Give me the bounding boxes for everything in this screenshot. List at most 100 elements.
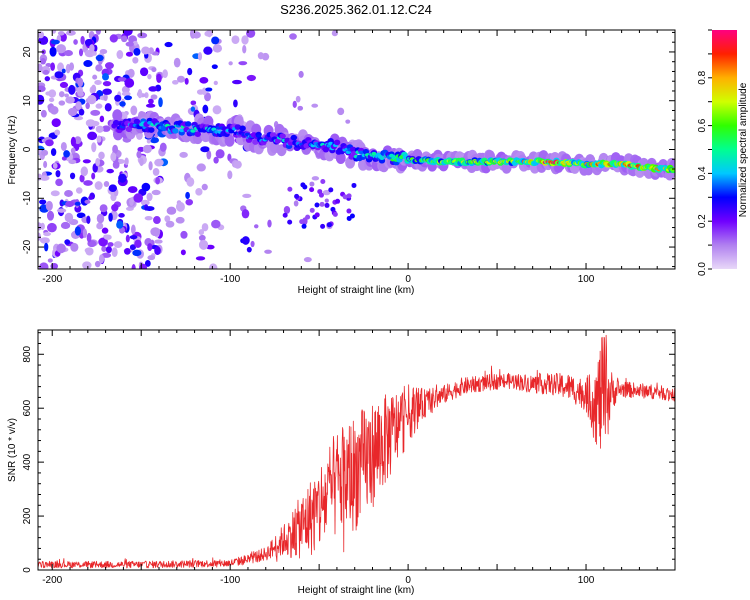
heatmap-cell xyxy=(50,148,57,156)
heatmap-cell xyxy=(91,172,96,180)
heatmap-cell xyxy=(147,243,153,252)
heatmap-cell xyxy=(206,244,215,250)
heatmap-cell xyxy=(293,200,299,207)
heatmap-cell xyxy=(213,80,218,86)
x-tick-label: -100 xyxy=(220,575,240,586)
heatmap-cell xyxy=(148,47,154,55)
heatmap-cell xyxy=(123,248,131,255)
y-tick-label: 400 xyxy=(22,453,33,470)
heatmap-cell xyxy=(114,94,122,102)
heatmap-cell xyxy=(246,246,252,253)
heatmap-cell xyxy=(239,125,246,132)
heatmap-cell xyxy=(337,107,345,116)
heatmap-cell xyxy=(103,181,110,188)
heatmap-cell xyxy=(95,30,101,35)
heatmap-cell xyxy=(107,242,114,247)
colorbar-ticks: 0.0 0.2 0.4 0.6 0.8 xyxy=(697,29,712,276)
heatmap-cell xyxy=(252,139,259,145)
heatmap-cell xyxy=(311,176,320,181)
heatmap-cell xyxy=(133,193,143,203)
heatmap-cells xyxy=(38,30,675,269)
heatmap-cell xyxy=(150,227,161,237)
heatmap-cell xyxy=(54,71,63,79)
heatmap-cell xyxy=(299,219,305,225)
heatmap-cell xyxy=(184,77,189,85)
heatmap-cell xyxy=(351,182,357,188)
heatmap-cell xyxy=(106,168,114,174)
heatmap-cell xyxy=(198,234,206,242)
heatmap-cell xyxy=(102,81,112,87)
heatmap-cell xyxy=(116,220,124,229)
heatmap-cell xyxy=(87,131,98,141)
heatmap-cell xyxy=(98,254,105,264)
heatmap-cell xyxy=(69,172,76,180)
heatmap-cell xyxy=(139,157,144,167)
heatmap-cell xyxy=(231,35,240,45)
heatmap-cell xyxy=(99,115,105,123)
heatmap-cell xyxy=(172,79,179,85)
heatmap-cell xyxy=(113,241,123,248)
heatmap-cell xyxy=(250,240,255,248)
heatmap-cell xyxy=(108,184,118,192)
heatmap-cell xyxy=(56,208,67,213)
heatmap-cell xyxy=(314,202,320,208)
heatmap-cell xyxy=(198,239,209,250)
heatmap-cell xyxy=(50,62,55,71)
heatmap-cell xyxy=(89,44,95,53)
heatmap-cell xyxy=(127,68,135,78)
heatmap-cell xyxy=(283,206,291,214)
heatmap-cell xyxy=(74,201,81,206)
heatmap-cell xyxy=(132,249,142,257)
heatmap-cell xyxy=(118,213,125,218)
heatmap-cell xyxy=(103,234,112,240)
heatmap-cell xyxy=(335,198,341,204)
heatmap-cell xyxy=(213,156,219,164)
heatmap-cell xyxy=(103,93,108,102)
heatmap-cell xyxy=(137,89,143,99)
heatmap-cell xyxy=(320,223,326,229)
heatmap-cell xyxy=(86,215,91,224)
snr-x-label: Height of straight line (km) xyxy=(298,585,415,596)
heatmap-cell xyxy=(42,69,50,75)
heatmap-cell xyxy=(51,30,57,34)
heatmap-cell xyxy=(345,119,351,124)
heatmap-cell xyxy=(371,151,377,156)
heatmap-cell xyxy=(154,239,163,244)
heatmap-cell xyxy=(95,125,104,133)
heatmap-cell xyxy=(104,103,112,112)
heatmap-cell xyxy=(241,209,250,219)
heatmap-cell xyxy=(179,128,185,133)
heatmap-cell xyxy=(319,201,325,207)
heatmap-cell xyxy=(105,246,112,254)
heatmap-cell xyxy=(342,194,348,200)
heatmap-cell xyxy=(242,193,252,199)
heatmap-cell xyxy=(234,124,242,130)
heatmap-cell xyxy=(335,151,346,164)
heatmap-cell xyxy=(153,216,161,225)
heatmap-cell xyxy=(282,212,288,218)
heatmap-cell xyxy=(121,85,130,94)
heatmap-cell xyxy=(203,46,213,55)
spectrogram-x-ticks: -200 -100 0 100 xyxy=(42,30,676,285)
heatmap-cell xyxy=(108,212,113,222)
heatmap-cell xyxy=(333,139,341,146)
heatmap-cell xyxy=(190,129,196,133)
heatmap-cell xyxy=(102,73,109,81)
heatmap-cell xyxy=(147,73,152,80)
heatmap-cell xyxy=(324,198,329,203)
heatmap-cell xyxy=(198,229,205,236)
y-tick-label: 800 xyxy=(22,345,33,362)
heatmap-cell xyxy=(60,221,71,230)
heatmap-cell xyxy=(39,262,49,269)
heatmap-cell xyxy=(141,182,151,192)
heatmap-cell xyxy=(318,192,324,198)
heatmap-cell xyxy=(94,80,102,85)
heatmap-cell xyxy=(38,232,42,241)
y-tick-label: 10 xyxy=(22,95,33,107)
heatmap-cell xyxy=(44,76,51,82)
heatmap-cell xyxy=(102,88,112,95)
heatmap-cell xyxy=(86,232,92,243)
heatmap-cell xyxy=(379,156,385,160)
heatmap-cell xyxy=(48,89,57,98)
heatmap-cell xyxy=(67,107,78,117)
